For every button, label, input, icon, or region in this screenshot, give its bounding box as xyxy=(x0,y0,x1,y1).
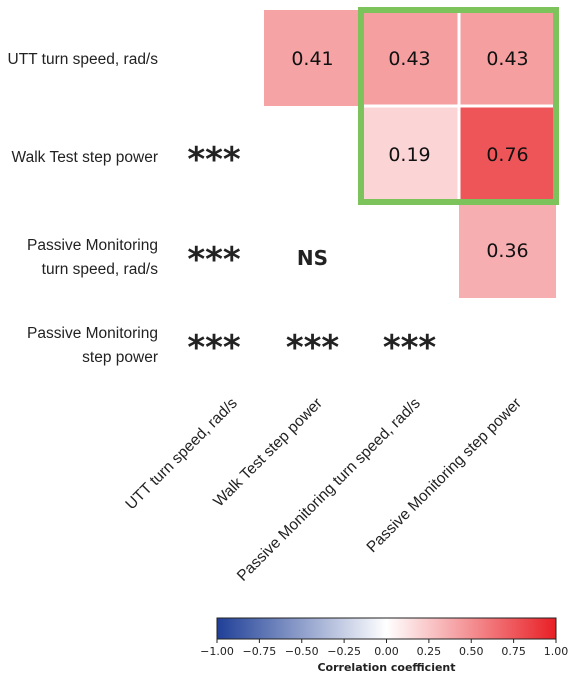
heatmap-cell xyxy=(459,202,556,298)
heatmap-cell xyxy=(459,106,556,202)
cell-value-label: 0.43 xyxy=(486,48,528,70)
cell-value-label: 0.19 xyxy=(388,144,430,166)
colorbar-tick-label: 0.00 xyxy=(374,645,399,658)
cell-value-label: 0.36 xyxy=(486,240,528,262)
row-label: Walk Test step power xyxy=(12,149,158,166)
colorbar-tick-label: 0.75 xyxy=(501,645,526,658)
row-label: UTT turn speed, rad/s xyxy=(8,51,159,68)
cell-value-label: 0.41 xyxy=(291,48,333,70)
colorbar-tick-label: 0.50 xyxy=(459,645,484,658)
colorbar-tick-label: 1.00 xyxy=(544,645,569,658)
colorbar: −1.00 −0.75 −0.50 −0.25 0.00 0.25 0.50 0.75 1.00… xyxy=(200,617,569,674)
row-label: Passive Monitoring xyxy=(27,325,158,342)
heatmap-cell xyxy=(361,10,458,106)
row-label: turn speed, rad/s xyxy=(42,261,159,278)
column-label: Passive Monitoring turn speed, rad/s xyxy=(234,395,424,585)
row-label: step power xyxy=(82,349,158,366)
heatmap-cell xyxy=(459,10,556,106)
cell-value-label: 0.43 xyxy=(388,48,430,70)
row-label: Passive Monitoring xyxy=(27,237,158,254)
row-labels: UTT turn speed, rad/s Walk Test step powe… xyxy=(8,51,159,366)
significance-label: *** xyxy=(383,328,437,368)
significance-label: NS xyxy=(297,246,328,270)
colorbar-tick-label: −0.25 xyxy=(327,645,361,658)
colorbar-tick-label: −0.50 xyxy=(285,645,319,658)
heatmap-cell xyxy=(264,10,361,106)
cell-value-label: 0.76 xyxy=(486,144,528,166)
significance-label: *** xyxy=(187,240,241,280)
colorbar-tick-label: −0.75 xyxy=(243,645,277,658)
significance-label: *** xyxy=(187,328,241,368)
colorbar-gradient xyxy=(216,617,557,640)
colorbar-tick-label: −1.00 xyxy=(200,645,234,658)
significance-label: *** xyxy=(187,140,241,180)
heatmap-cells: 0.41 0.43 0.43 0.19 0.76 0.36 *** *** NS *** *** **… xyxy=(187,7,559,368)
colorbar-title: Correlation coefficient xyxy=(317,661,455,674)
highlight-box xyxy=(358,7,559,205)
significance-label: *** xyxy=(286,328,340,368)
colorbar-tick-label: 0.25 xyxy=(417,645,442,658)
heatmap-cell xyxy=(361,106,458,202)
